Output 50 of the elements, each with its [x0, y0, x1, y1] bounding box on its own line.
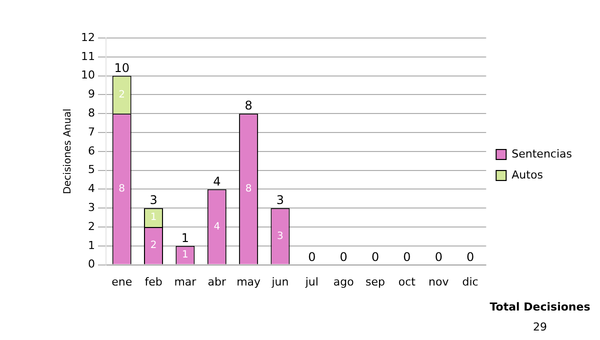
y-tick-label: 12	[80, 30, 95, 44]
x-tick-label: jul	[304, 275, 318, 288]
x-tick-label: oct	[398, 275, 416, 288]
x-tick-label: abr	[208, 275, 226, 288]
total-label: 1	[181, 231, 190, 246]
total-label: 4	[213, 174, 221, 188]
data-label: 2	[118, 89, 126, 100]
y-tick-label: 11	[80, 50, 95, 63]
text: 29	[533, 320, 547, 334]
x-tick-label: ene	[112, 275, 132, 288]
data-label: 2	[150, 240, 157, 252]
x-tick-label: ago	[333, 275, 354, 288]
y-tick-label: 2	[88, 220, 95, 233]
total-label: 10	[114, 60, 130, 75]
total-label: 0	[466, 250, 474, 264]
y-tick-label: 7	[88, 125, 95, 138]
data-label: 8	[245, 184, 252, 195]
total-label: 3	[276, 193, 284, 208]
y-tick-label: 5	[88, 163, 95, 176]
x-tick-label: feb	[144, 275, 162, 288]
total-label: 0	[308, 250, 316, 264]
data-label: 1	[150, 212, 157, 224]
x-tick-label: sep	[366, 275, 386, 288]
total-label: 0	[403, 250, 411, 264]
total-label: 0	[434, 250, 442, 264]
y-tick-label: 8	[88, 106, 95, 120]
total-label: 0	[371, 250, 380, 264]
text: Total Decisiones	[490, 300, 591, 314]
y-tick-label: 9	[88, 88, 95, 101]
data-label: 1	[182, 250, 188, 261]
data-label: 8	[118, 184, 126, 195]
y-axis-title: Decisiones Anual	[62, 108, 74, 194]
legend-label: Autos	[512, 168, 544, 182]
y-tick-label: 3	[88, 200, 95, 214]
x-tick-label: mar	[174, 275, 197, 288]
legend-label: Sentencias	[512, 147, 572, 160]
x-tick-label: nov	[428, 275, 450, 288]
x-tick-label: may	[236, 275, 262, 288]
y-tick-label: 0	[88, 258, 95, 271]
data-label: 3	[277, 230, 284, 242]
y-tick-label: 4	[88, 182, 95, 196]
y-tick-label: 10	[80, 68, 95, 82]
total-label: 3	[150, 193, 158, 208]
data-label: 4	[214, 221, 220, 232]
x-tick-label: dic	[462, 275, 478, 288]
x-tick-label: jun	[270, 275, 289, 288]
total-label: 0	[340, 250, 348, 264]
y-tick-label: 1	[88, 238, 95, 252]
y-tick-label: 6	[88, 144, 95, 158]
total-label: 8	[244, 98, 252, 113]
